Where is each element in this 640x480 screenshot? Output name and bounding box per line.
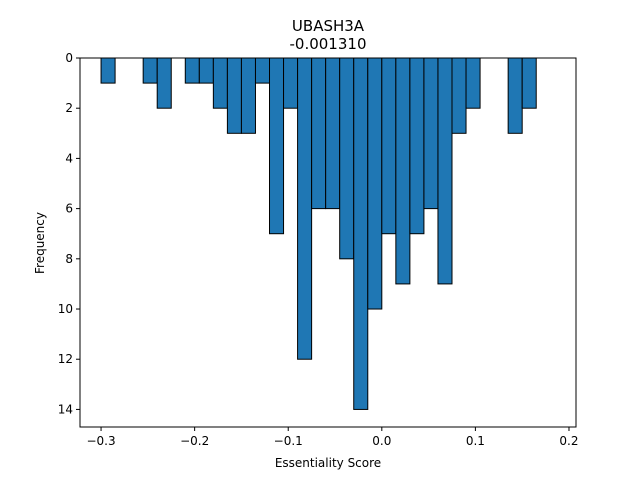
x-tick-label: −0.2 — [180, 434, 209, 448]
histogram-bar — [142, 57, 158, 84]
histogram-bar — [212, 57, 228, 109]
histogram-bar — [226, 57, 242, 134]
plot-frame — [79, 57, 577, 428]
histogram-bar — [409, 57, 425, 235]
chart-title: UBASH3A — [292, 17, 365, 35]
y-tick-label: 0 — [65, 51, 73, 65]
histogram-bar — [521, 57, 537, 109]
histogram-bar — [297, 57, 313, 360]
chart-subtitle: -0.001310 — [290, 35, 367, 53]
histogram-bar — [451, 57, 467, 134]
x-axis-label: Essentiality Score — [275, 456, 381, 470]
y-tick-label: 4 — [65, 151, 73, 165]
bars-group — [100, 57, 537, 410]
histogram-bar — [339, 57, 355, 260]
histogram-bar — [367, 57, 383, 310]
x-tick-label: −0.1 — [274, 434, 303, 448]
y-tick-label: 10 — [58, 302, 73, 316]
x-tick-label: 0.2 — [559, 434, 578, 448]
y-tick-label: 2 — [65, 101, 73, 115]
histogram-bar — [437, 57, 453, 285]
x-tick-label: 0.1 — [466, 434, 485, 448]
histogram-bar — [100, 57, 116, 84]
histogram-bar — [423, 57, 439, 210]
x-axis-ticks: −0.3 −0.2 −0.1 0.0 0.1 0.2 — [86, 427, 579, 448]
histogram-bar — [254, 57, 271, 84]
histogram-bar — [325, 57, 341, 210]
histogram-bar — [283, 57, 299, 109]
x-tick-label: −0.3 — [86, 434, 115, 448]
x-tick-label: 0.0 — [372, 434, 391, 448]
histogram-bar — [381, 57, 397, 235]
histogram-bar — [465, 57, 481, 109]
histogram-bar — [311, 57, 327, 210]
histogram-bar — [156, 57, 172, 109]
y-tick-label: 12 — [58, 352, 73, 366]
y-axis-label: Frequency — [33, 212, 47, 274]
y-tick-label: 8 — [65, 252, 73, 266]
histogram-bar — [198, 57, 214, 84]
y-tick-label: 14 — [58, 402, 73, 416]
histogram-bar — [269, 57, 285, 235]
histogram-bar — [353, 57, 369, 410]
histogram-bar — [184, 57, 200, 84]
histogram-bar — [507, 57, 523, 134]
histogram-bar — [240, 57, 256, 134]
y-tick-label: 6 — [65, 202, 73, 216]
y-axis-ticks: 0 2 4 6 8 10 12 14 — [58, 51, 80, 416]
histogram-bar — [395, 57, 411, 285]
